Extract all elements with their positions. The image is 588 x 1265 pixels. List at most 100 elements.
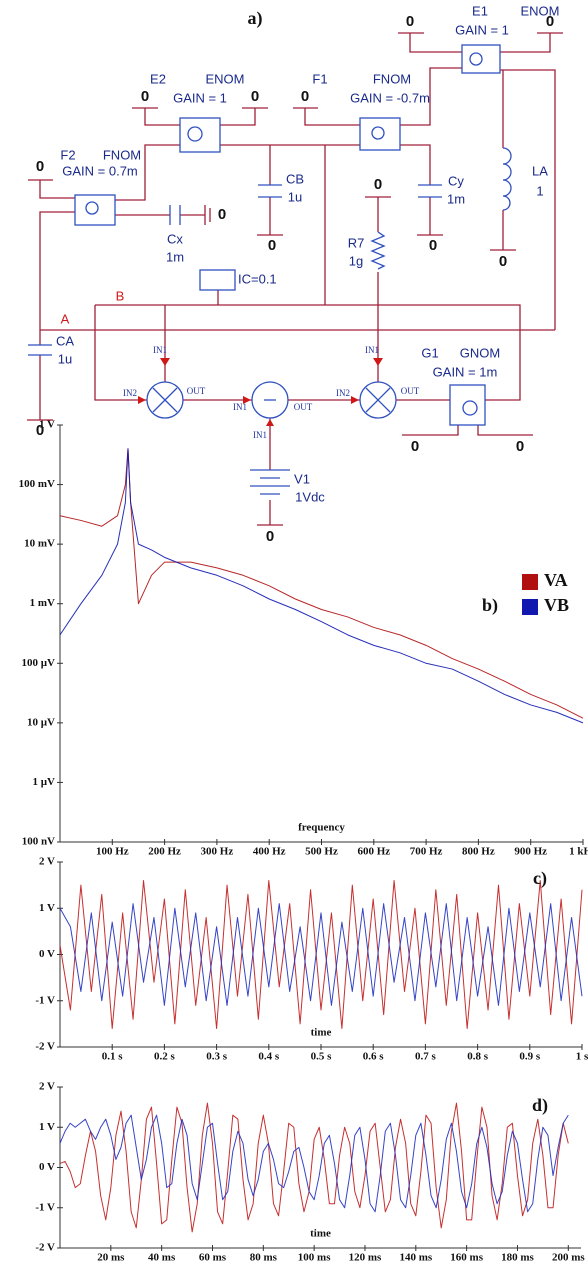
x-tick-label: 600 Hz (357, 846, 390, 858)
pin-label: IN2 (123, 388, 137, 398)
multiplier-right (359, 381, 397, 419)
y-tick-label: 10 mV (24, 538, 55, 550)
x-tick-label: 0.7 s (415, 1051, 437, 1063)
x-tick-label: 120 ms (349, 1252, 382, 1264)
pin-label: IN2 (336, 388, 350, 398)
component-value: 1Vdc (295, 489, 325, 504)
capacitor-plates (28, 184, 442, 356)
g1-box (449, 384, 486, 426)
component-value: 1m (166, 249, 184, 264)
panel-label: c) (533, 868, 547, 889)
x-tick-label: 40 ms (148, 1252, 176, 1264)
component-label: F2 (60, 147, 75, 162)
x-tick-label: 1 kHz (569, 846, 588, 858)
x-tick-label: 80 ms (250, 1252, 278, 1264)
legend-label: VB (544, 595, 569, 615)
component-label: LA (532, 163, 548, 178)
component-label: F1 (312, 71, 327, 86)
component-label: GAIN = 1 (455, 22, 509, 37)
y-tick-label: 1 V (39, 1121, 55, 1133)
multiplier-left-cross (152, 387, 178, 413)
inductor-la (502, 147, 512, 211)
component-label: ENOM (521, 3, 560, 18)
series-line (59, 880, 583, 1029)
legend-label: VA (544, 570, 568, 590)
x-axis-label: frequency (298, 822, 345, 834)
component-label: FNOM (373, 71, 411, 86)
ground-label: 0 (36, 158, 44, 175)
ground-label: 0 (406, 13, 414, 30)
component-value: 1 (536, 183, 543, 198)
legend-swatch (522, 599, 538, 615)
multiplier-right-cross (365, 387, 391, 413)
f2-box (74, 194, 116, 226)
ground-label: 0 (499, 253, 507, 270)
f2-symbol (85, 201, 99, 215)
component-label: Cy (448, 173, 464, 188)
x-tick-label: 0.4 s (258, 1051, 280, 1063)
ground-label: 0 (218, 206, 226, 223)
x-tick-label: 140 ms (399, 1252, 432, 1264)
y-tick-label: 100 nV (22, 836, 55, 848)
pin-label: OUT (401, 386, 420, 396)
pin-label: IN1 (153, 345, 167, 355)
circuit-schematic: a) E1 ENOM GAIN = 1 E2 ENOM GAIN = 1 F1 … (27, 3, 563, 545)
pin-label: IN1 (253, 430, 267, 440)
series-line (59, 903, 583, 1006)
y-tick-label: 1 V (39, 902, 55, 914)
component-label: R7 (348, 235, 365, 250)
e1-symbol (469, 52, 483, 66)
panel-label: b) (482, 595, 498, 616)
component-label: G1 (421, 345, 438, 360)
component-value: 1m (447, 191, 465, 206)
x-tick-label: 500 Hz (305, 846, 338, 858)
ground-label: 0 (429, 237, 437, 254)
node-label: A (61, 311, 70, 326)
ground-label: 0 (251, 88, 259, 105)
ground-label: 0 (546, 13, 554, 30)
pin-label: OUT (294, 402, 313, 412)
legend-swatch (522, 574, 538, 590)
y-tick-label: 10 µV (27, 716, 55, 728)
ground-label: 0 (516, 438, 524, 455)
x-tick-label: 400 Hz (253, 846, 286, 858)
ic-box (199, 269, 236, 291)
x-axis-label: time (311, 1027, 332, 1039)
y-tick-label: 100 µV (21, 657, 55, 669)
x-tick-label: 0.1 s (102, 1051, 124, 1063)
e2-symbol (187, 126, 203, 142)
y-tick-label: 1 µV (32, 776, 55, 788)
y-tick-label: -2 V (35, 1041, 55, 1053)
pin-label: OUT (187, 386, 206, 396)
x-tick-label: 20 ms (97, 1252, 125, 1264)
pin-label: IN1 (365, 345, 379, 355)
x-tick-label: 0.3 s (206, 1051, 228, 1063)
component-label: CA (56, 333, 74, 348)
f1-symbol (371, 126, 385, 140)
ground-label: 0 (141, 88, 149, 105)
component-label: GNOM (460, 345, 500, 360)
x-tick-label: 160 ms (450, 1252, 483, 1264)
panel-label: a) (248, 8, 263, 29)
summer (251, 381, 289, 419)
series-line (59, 1114, 569, 1213)
component-label: GAIN = 1m (433, 364, 498, 379)
x-tick-label: 0.8 s (467, 1051, 489, 1063)
battery-v1 (250, 469, 290, 495)
component-label: CB (286, 171, 304, 186)
resistor-r7 (370, 231, 386, 270)
y-tick-label: 2 V (39, 1081, 55, 1093)
x-tick-label: 0.6 s (363, 1051, 385, 1063)
component-label: ENOM (206, 71, 245, 86)
ground-label: 0 (36, 422, 44, 439)
x-tick-label: 300 Hz (201, 846, 234, 858)
x-tick-label: 900 Hz (514, 846, 547, 858)
x-tick-label: 60 ms (199, 1252, 227, 1264)
charts: 100 nV 1 µV 10 µV 100 µV 1 mV 10 mV 100 mV 1 V 1… (19, 419, 588, 1264)
ground-label: 0 (301, 88, 309, 105)
component-value: 1u (288, 189, 302, 204)
component-label: GAIN = 0.7m (62, 163, 138, 178)
y-tick-label: 2 V (39, 856, 55, 868)
x-tick-label: 800 Hz (462, 846, 495, 858)
y-tick-label: -1 V (35, 994, 55, 1006)
